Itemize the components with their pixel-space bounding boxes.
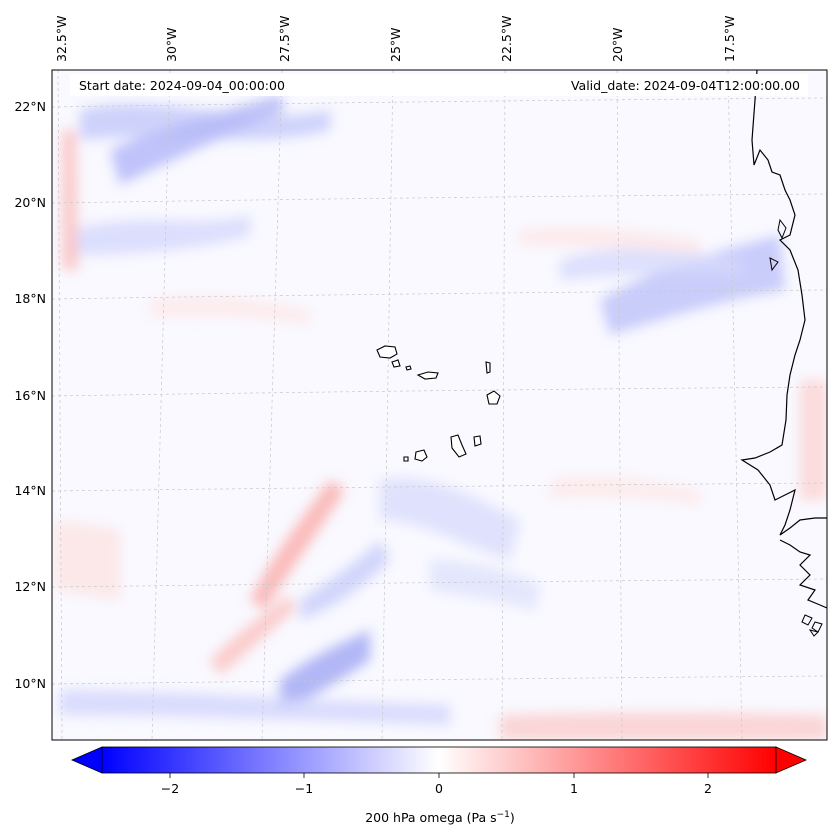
omega-field	[55, 95, 827, 740]
cape-verde-islands	[376, 345, 501, 462]
lon-label-20w: 20°W	[610, 27, 625, 62]
colorbar-tick-label: 0	[435, 781, 443, 796]
longitude-labels: 32.5°W 30°W 27.5°W 25°W 22.5°W 20°W 17.5…	[54, 16, 737, 62]
bissagos-islands	[801, 614, 823, 637]
graticule	[52, 70, 827, 740]
colorbar-tick-label: 2	[704, 781, 712, 796]
santo-antao	[376, 345, 398, 359]
lat-label-10n: 10°N	[14, 676, 46, 691]
lon-label-30w: 30°W	[164, 27, 179, 62]
colorbar-body	[101, 746, 777, 774]
lat-label-22n: 22°N	[14, 99, 46, 114]
lon-label-32-5w: 32.5°W	[54, 16, 69, 62]
santa-luzia	[405, 365, 412, 371]
mauritania-inlet	[769, 218, 787, 272]
header-box	[70, 74, 808, 96]
lon-label-17-5w: 17.5°W	[722, 16, 737, 62]
sao-vicente	[391, 359, 401, 368]
map-panel	[52, 70, 827, 740]
valid-date-label: Valid_date: 2024-09-04T12:00:00.00	[571, 78, 800, 93]
santiago	[450, 434, 467, 458]
colorbar-extend-max	[775, 746, 808, 774]
brava	[403, 456, 409, 462]
sao-nicolau	[416, 371, 439, 380]
colorbar-label-main: 200 hPa omega (Pa s	[365, 810, 496, 825]
colorbar-label: 200 hPa omega (Pa s−1)	[365, 810, 515, 825]
colorbar-ticks	[169, 773, 709, 778]
africa-coastline	[740, 70, 827, 536]
map-frame	[51, 69, 828, 741]
colorbar-tick-label: −1	[295, 781, 313, 796]
colorbar: −2 −1 0 1 2 200 hPa omega (Pa s−1)	[70, 746, 808, 825]
colorbar-label-end: )	[510, 810, 515, 825]
sal	[485, 361, 491, 374]
lat-label-14n: 14°N	[14, 483, 46, 498]
lat-label-20n: 20°N	[14, 195, 46, 210]
boa-vista	[486, 390, 501, 405]
colorbar-tick-label: 1	[570, 781, 578, 796]
colorbar-extend-min	[70, 746, 103, 774]
lon-label-27-5w: 27.5°W	[277, 16, 292, 62]
fogo	[414, 449, 428, 462]
maio	[473, 435, 482, 447]
colorbar-label-exponent: −1	[497, 810, 510, 820]
latitude-labels: 22°N 20°N 18°N 16°N 14°N 12°N 10°N	[14, 99, 46, 691]
africa-coastline-south	[779, 539, 827, 609]
map-background	[52, 70, 827, 740]
lon-label-25w: 25°W	[388, 27, 403, 62]
colorbar-tick-label: −2	[161, 781, 179, 796]
lon-label-22-5w: 22.5°W	[499, 16, 514, 62]
lat-label-18n: 18°N	[14, 291, 46, 306]
lat-label-12n: 12°N	[14, 579, 46, 594]
start-date-label: Start date: 2024-09-04_00:00:00	[79, 78, 285, 93]
lat-label-16n: 16°N	[14, 388, 46, 403]
